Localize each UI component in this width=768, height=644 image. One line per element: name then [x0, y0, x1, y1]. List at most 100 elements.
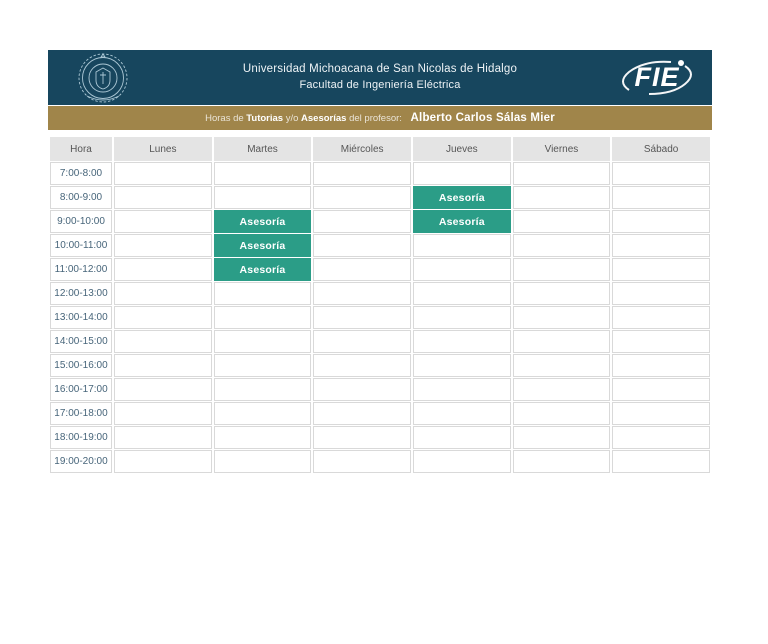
- empty-slot-cell: [313, 402, 411, 425]
- empty-slot-cell: [512, 306, 611, 329]
- empty-slot-cell: [412, 330, 511, 353]
- empty-slot-cell: [512, 330, 611, 353]
- event-cell-asesoria: Asesoría: [213, 210, 312, 233]
- table-header-row: Hora Lunes Martes Miércoles Jueves Viernes Sáb…: [50, 137, 710, 161]
- empty-slot-cell: [213, 378, 312, 401]
- empty-slot-cell: [512, 186, 611, 209]
- empty-slot-cell: [512, 354, 611, 377]
- empty-slot-cell: [512, 402, 611, 425]
- table-row: 13:00-14:00: [50, 306, 710, 329]
- empty-slot-cell: [612, 306, 710, 329]
- banner-tutorias: Tutorias: [246, 112, 284, 124]
- banner-del-profesor: del profesor:: [346, 112, 405, 124]
- banner-asesorias: Asesorías: [301, 112, 347, 124]
- empty-slot-cell: [213, 354, 312, 377]
- table-row: 17:00-18:00: [50, 402, 710, 425]
- time-label: 17:00-18:00: [50, 402, 112, 425]
- time-label: 14:00-15:00: [50, 330, 112, 353]
- time-label: 8:00-9:00: [50, 186, 112, 209]
- schedule-table: Hora Lunes Martes Miércoles Jueves Viernes Sáb…: [48, 136, 712, 474]
- empty-slot-cell: [114, 378, 212, 401]
- header-bar: Universidad Michoacana de San Nicolas de…: [48, 50, 712, 105]
- column-header-viernes: Viernes: [512, 137, 611, 161]
- empty-slot-cell: [313, 330, 411, 353]
- empty-slot-cell: [512, 426, 611, 449]
- empty-slot-cell: [612, 258, 710, 281]
- empty-slot-cell: [612, 234, 710, 257]
- time-label: 9:00-10:00: [50, 210, 112, 233]
- empty-slot-cell: [114, 330, 212, 353]
- empty-slot-cell: [412, 378, 511, 401]
- empty-slot-cell: [114, 282, 212, 305]
- empty-slot-cell: [213, 306, 312, 329]
- empty-slot-cell: [313, 210, 411, 233]
- column-header-jueves: Jueves: [412, 137, 511, 161]
- empty-slot-cell: [412, 234, 511, 257]
- time-label: 18:00-19:00: [50, 426, 112, 449]
- event-cell-asesoria: Asesoría: [213, 258, 312, 281]
- empty-slot-cell: [313, 354, 411, 377]
- column-header-miércoles: Miércoles: [313, 137, 411, 161]
- time-label: 19:00-20:00: [50, 450, 112, 473]
- table-row: 11:00-12:00 Asesoría: [50, 258, 710, 281]
- schedule-document: Universidad Michoacana de San Nicolas de…: [48, 50, 712, 474]
- header-titles: Universidad Michoacana de San Nicolas de…: [158, 61, 602, 94]
- time-label: 10:00-11:00: [50, 234, 112, 257]
- empty-slot-cell: [313, 378, 411, 401]
- empty-slot-cell: [213, 186, 312, 209]
- banner-prefix: Horas de: [205, 112, 247, 124]
- column-header-hora: Hora: [50, 137, 112, 161]
- event-cell-asesoria: Asesoría: [412, 210, 511, 233]
- empty-slot-cell: [412, 282, 511, 305]
- empty-slot-cell: [313, 450, 411, 473]
- banner-bar: Horas de Tutorias y/o Asesorías del prof…: [48, 106, 712, 130]
- empty-slot-cell: [114, 162, 212, 185]
- empty-slot-cell: [412, 354, 511, 377]
- empty-slot-cell: [412, 402, 511, 425]
- table-row: 10:00-11:00 Asesoría: [50, 234, 710, 257]
- time-label: 13:00-14:00: [50, 306, 112, 329]
- empty-slot-cell: [213, 330, 312, 353]
- table-row: 14:00-15:00: [50, 330, 710, 353]
- time-label: 11:00-12:00: [50, 258, 112, 281]
- fie-logo: FIE: [602, 50, 712, 105]
- empty-slot-cell: [512, 450, 611, 473]
- empty-slot-cell: [114, 402, 212, 425]
- empty-slot-cell: [213, 426, 312, 449]
- empty-slot-cell: [412, 162, 511, 185]
- fie-logo-text: FIE: [634, 62, 680, 92]
- empty-slot-cell: [313, 186, 411, 209]
- table-row: 8:00-9:00 Asesoría: [50, 186, 710, 209]
- empty-slot-cell: [114, 426, 212, 449]
- table-row: 7:00-8:00: [50, 162, 710, 185]
- empty-slot-cell: [213, 402, 312, 425]
- professor-name: Alberto Carlos Sálas Mier: [410, 112, 555, 124]
- empty-slot-cell: [412, 258, 511, 281]
- empty-slot-cell: [612, 402, 710, 425]
- empty-slot-cell: [213, 450, 312, 473]
- time-label: 7:00-8:00: [50, 162, 112, 185]
- empty-slot-cell: [114, 306, 212, 329]
- empty-slot-cell: [612, 450, 710, 473]
- faculty-name: Facultad de Ingeniería Eléctrica: [299, 78, 461, 91]
- university-seal-icon: [48, 52, 158, 104]
- empty-slot-cell: [114, 450, 212, 473]
- time-label: 15:00-16:00: [50, 354, 112, 377]
- time-label: 12:00-13:00: [50, 282, 112, 305]
- empty-slot-cell: [612, 162, 710, 185]
- empty-slot-cell: [114, 354, 212, 377]
- event-cell-asesoria: Asesoría: [412, 186, 511, 209]
- empty-slot-cell: [313, 258, 411, 281]
- schedule-body: 7:00-8:00 8:00-9:00 Asesoría 9:00-10:00 Ases…: [50, 162, 710, 473]
- empty-slot-cell: [512, 282, 611, 305]
- empty-slot-cell: [313, 426, 411, 449]
- time-label: 16:00-17:00: [50, 378, 112, 401]
- empty-slot-cell: [612, 330, 710, 353]
- empty-slot-cell: [313, 234, 411, 257]
- empty-slot-cell: [612, 186, 710, 209]
- empty-slot-cell: [512, 378, 611, 401]
- empty-slot-cell: [412, 306, 511, 329]
- empty-slot-cell: [612, 378, 710, 401]
- table-row: 15:00-16:00: [50, 354, 710, 377]
- table-row: 19:00-20:00: [50, 450, 710, 473]
